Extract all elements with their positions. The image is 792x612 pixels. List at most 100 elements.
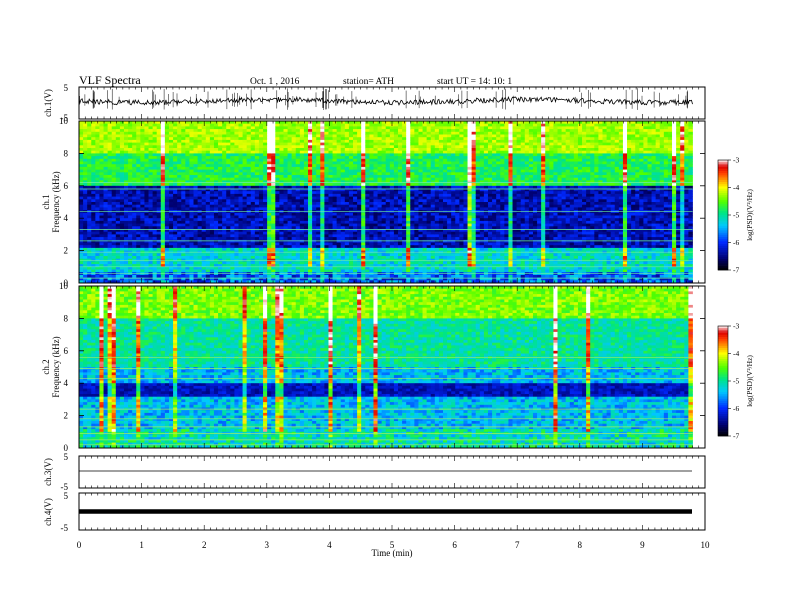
spectrogram-cell xyxy=(348,156,354,160)
spectrogram-cell xyxy=(177,202,182,206)
spectrogram-cell xyxy=(144,131,149,135)
spectrogram-cell xyxy=(348,139,354,143)
spectrogram-cell xyxy=(156,123,162,127)
spectrogram-cell xyxy=(218,134,223,138)
spectrogram-cell xyxy=(398,239,403,243)
spectrogram-cell xyxy=(312,175,317,179)
spectrogram-cell xyxy=(393,266,399,270)
spectrogram-cell xyxy=(320,123,325,127)
spectrogram-cell xyxy=(271,191,276,195)
spectrogram-cell xyxy=(357,188,362,192)
spectrogram-cell xyxy=(385,158,391,162)
spectrogram-cell xyxy=(291,193,297,197)
spectrogram-cell xyxy=(205,191,211,195)
spectrogram-cell xyxy=(279,145,284,149)
spectrogram-cell xyxy=(299,193,305,197)
spectrogram-cell xyxy=(332,215,338,219)
spectrogram-cell xyxy=(299,202,305,206)
spectrogram-cell xyxy=(283,247,288,251)
spectrogram-cell xyxy=(197,226,203,230)
spectrogram-cell xyxy=(160,158,166,162)
spectrogram-cell xyxy=(218,247,223,251)
spectrogram-cell xyxy=(115,199,121,203)
spectrogram-cell xyxy=(107,137,113,141)
spectrogram-cell xyxy=(258,229,264,233)
spectrogram-cell xyxy=(258,131,264,135)
spectrogram-cell xyxy=(340,207,346,211)
spectrogram-cell xyxy=(332,177,338,181)
spectrogram-cell xyxy=(152,266,158,270)
spectrogram-cell xyxy=(373,164,378,168)
spectrogram-cell xyxy=(316,218,321,222)
spectrogram-cell xyxy=(369,121,374,125)
spectrogram-cell xyxy=(201,169,207,173)
spectrogram-cell xyxy=(160,121,166,125)
spectrogram-cell xyxy=(357,280,362,284)
spectrogram-cell xyxy=(303,280,309,284)
spectrogram-cell xyxy=(324,234,329,238)
spectrogram-cell xyxy=(181,196,186,200)
spectrogram-cell xyxy=(254,166,260,170)
spectrogram-cell xyxy=(140,169,145,173)
spectrogram-cell xyxy=(410,150,415,154)
spectrogram-cell xyxy=(303,196,309,200)
spectrogram-cell xyxy=(344,158,350,162)
spectrogram-cell xyxy=(230,196,235,200)
spectrogram-cell xyxy=(128,247,133,251)
spectrogram-cell xyxy=(144,188,149,192)
spectrogram-cell xyxy=(107,139,113,143)
spectrogram-cell xyxy=(308,145,313,149)
spectrogram-cell xyxy=(287,180,293,184)
spectrogram-cell xyxy=(299,218,305,222)
spectrogram-cell xyxy=(377,175,383,179)
spectrogram-cell xyxy=(299,126,305,130)
spectrogram-cell xyxy=(226,264,231,268)
spectrogram-cell xyxy=(152,196,158,200)
spectrogram-cell xyxy=(308,277,313,281)
spectrogram-cell xyxy=(410,166,415,170)
spectrogram-cell xyxy=(152,215,158,219)
spectrogram-cell xyxy=(160,180,166,184)
spectrogram-cell xyxy=(340,164,346,168)
spectrogram-cell xyxy=(119,264,125,268)
spectrogram-cell xyxy=(242,196,248,200)
spectrogram-cell xyxy=(148,180,154,184)
spectrogram-cell xyxy=(119,204,125,208)
spectrogram-cell xyxy=(344,172,350,176)
spectrogram-cell xyxy=(263,126,268,130)
spectrogram-cell xyxy=(136,137,141,141)
spectrogram-cell xyxy=(230,172,235,176)
spectrogram-cell xyxy=(377,242,383,246)
spectrogram-cell xyxy=(344,272,350,276)
spectrogram-cell xyxy=(103,185,109,189)
spectrogram-cell xyxy=(295,223,301,227)
spectrogram-cell xyxy=(148,166,154,170)
spectrogram-cell xyxy=(377,153,383,157)
spectrogram-cell xyxy=(140,188,145,192)
spectrogram-cell xyxy=(152,277,158,281)
spectrogram-cell xyxy=(242,177,248,181)
spectrogram-cell xyxy=(87,156,92,160)
spectrogram-cell xyxy=(103,172,109,176)
spectrogram-cell xyxy=(226,185,231,189)
spectrogram-cell xyxy=(316,158,321,162)
spectrogram-cell xyxy=(254,129,260,133)
spectrogram-cell xyxy=(160,131,166,135)
spectrogram-cell xyxy=(258,164,264,168)
spectrogram-cell xyxy=(119,142,125,146)
spectrogram-cell xyxy=(136,256,141,260)
spectrogram-cell xyxy=(185,161,190,165)
spectrogram-cell xyxy=(128,274,133,278)
spectrogram-cell xyxy=(185,261,190,265)
spectrogram-cell xyxy=(201,226,207,230)
spectrogram-cell xyxy=(267,177,272,181)
spectrogram-cell xyxy=(95,247,100,251)
spectrogram-cell xyxy=(103,180,109,184)
spectrogram-cell xyxy=(385,256,391,260)
spectrogram-cell xyxy=(168,153,174,157)
spectrogram-cell xyxy=(254,202,260,206)
spectrogram-cell xyxy=(156,134,162,138)
spectrogram-cell xyxy=(136,223,141,227)
spectrogram-cell xyxy=(99,247,104,251)
spectrogram-cell xyxy=(267,223,272,227)
